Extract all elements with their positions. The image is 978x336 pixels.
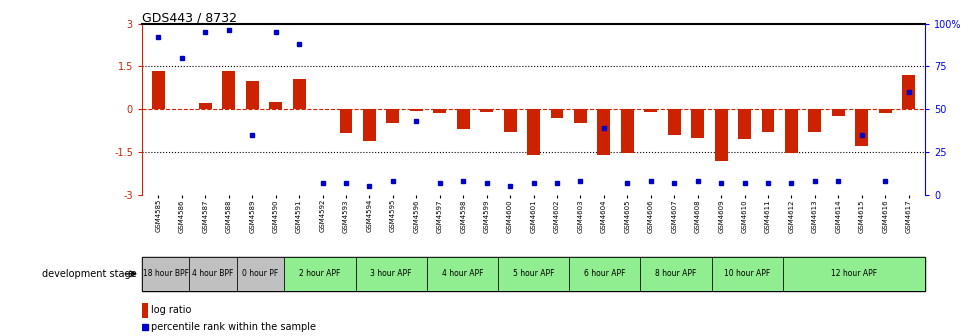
Text: development stage: development stage <box>42 269 137 279</box>
Bar <box>189 257 237 291</box>
Bar <box>714 109 727 161</box>
Bar <box>568 257 640 291</box>
Bar <box>498 257 568 291</box>
Text: 3 hour APF: 3 hour APF <box>370 269 412 278</box>
Text: 18 hour BPF: 18 hour BPF <box>143 269 189 278</box>
Bar <box>237 257 284 291</box>
Bar <box>782 257 924 291</box>
Bar <box>426 257 498 291</box>
Bar <box>667 109 680 135</box>
Bar <box>855 109 867 146</box>
Bar <box>480 109 493 112</box>
Bar <box>410 109 422 111</box>
Bar <box>199 103 211 109</box>
Bar <box>142 257 189 291</box>
Bar <box>761 109 774 132</box>
Bar <box>339 109 352 133</box>
Bar <box>245 81 258 109</box>
Bar <box>878 109 891 114</box>
Bar <box>808 109 821 132</box>
Bar <box>526 109 540 155</box>
Text: 8 hour APF: 8 hour APF <box>654 269 696 278</box>
Bar <box>902 75 914 109</box>
Text: percentile rank within the sample: percentile rank within the sample <box>151 322 316 332</box>
Text: 4 hour BPF: 4 hour BPF <box>193 269 234 278</box>
Text: 2 hour APF: 2 hour APF <box>299 269 340 278</box>
Bar <box>284 257 355 291</box>
Bar <box>363 109 376 141</box>
Text: GDS443 / 8732: GDS443 / 8732 <box>142 12 237 25</box>
Text: 0 hour PF: 0 hour PF <box>243 269 279 278</box>
Bar <box>457 109 469 129</box>
Text: 5 hour APF: 5 hour APF <box>512 269 554 278</box>
Bar <box>784 109 797 154</box>
Bar <box>640 257 711 291</box>
Text: 4 hour APF: 4 hour APF <box>441 269 482 278</box>
Bar <box>644 109 656 112</box>
Bar <box>152 71 164 109</box>
Text: log ratio: log ratio <box>151 305 191 315</box>
Bar <box>386 109 399 124</box>
Text: 12 hour APF: 12 hour APF <box>830 269 876 278</box>
Bar <box>550 109 563 118</box>
Bar <box>222 71 235 109</box>
Bar <box>292 79 305 109</box>
Bar <box>355 257 426 291</box>
Bar <box>737 109 750 139</box>
Bar <box>711 257 782 291</box>
Text: 6 hour APF: 6 hour APF <box>584 269 625 278</box>
Bar <box>690 109 703 138</box>
Bar <box>503 109 516 132</box>
Bar <box>597 109 609 155</box>
Bar <box>831 109 844 116</box>
Bar <box>620 109 633 154</box>
Bar <box>433 109 446 114</box>
Bar <box>142 303 148 318</box>
Bar <box>269 102 282 109</box>
Text: 10 hour APF: 10 hour APF <box>724 269 770 278</box>
Bar <box>573 109 586 124</box>
